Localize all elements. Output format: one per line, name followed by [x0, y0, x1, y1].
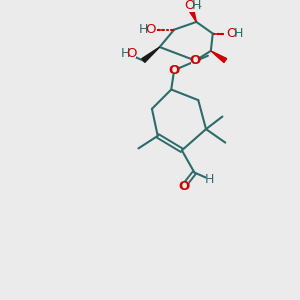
Text: H: H — [192, 0, 201, 12]
FancyBboxPatch shape — [114, 50, 136, 58]
Text: O: O — [146, 23, 156, 36]
Polygon shape — [142, 47, 160, 62]
FancyBboxPatch shape — [169, 66, 179, 74]
Text: H: H — [205, 173, 214, 186]
Text: H: H — [139, 23, 148, 36]
Text: -: - — [197, 2, 201, 11]
Text: H: H — [121, 47, 130, 60]
Text: O: O — [169, 64, 180, 77]
FancyBboxPatch shape — [190, 57, 200, 64]
FancyBboxPatch shape — [206, 176, 214, 183]
Text: O: O — [126, 47, 137, 60]
FancyBboxPatch shape — [181, 3, 202, 12]
FancyBboxPatch shape — [179, 182, 189, 190]
Text: O: O — [184, 0, 195, 12]
Polygon shape — [211, 51, 226, 63]
FancyBboxPatch shape — [224, 29, 244, 38]
Text: H: H — [234, 27, 244, 40]
Polygon shape — [189, 9, 196, 22]
Text: O: O — [190, 54, 201, 67]
FancyBboxPatch shape — [136, 25, 157, 34]
Text: O: O — [226, 27, 236, 40]
Text: O: O — [178, 180, 189, 193]
